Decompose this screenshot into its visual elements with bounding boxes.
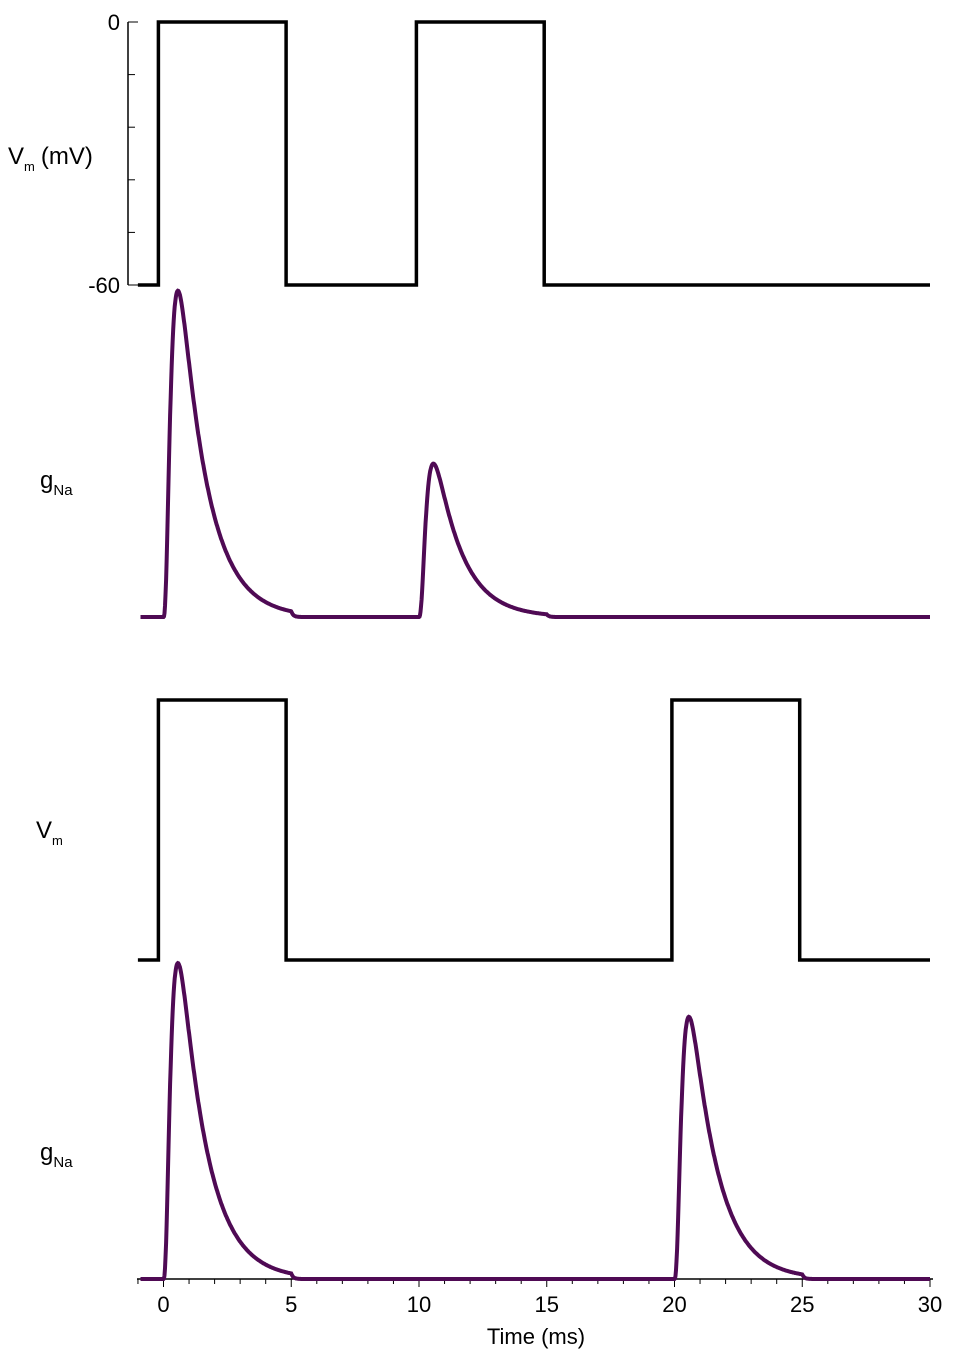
gna-trace-a xyxy=(140,288,930,619)
voltage-step-line-a xyxy=(137,20,930,287)
y-label-sub: m xyxy=(24,159,35,174)
y-label-main: g xyxy=(40,467,53,494)
y-label-main: V xyxy=(8,143,24,170)
y-label-sub: Na xyxy=(53,1154,73,1171)
y-label-sub: m xyxy=(52,833,63,848)
y-label-sub: Na xyxy=(53,482,73,499)
x-tick-label: 0 xyxy=(157,1292,169,1317)
voltage-y-minor-ticks xyxy=(128,21,138,286)
x-tick-label: 25 xyxy=(790,1292,814,1317)
gna-y-label-b: gNa xyxy=(40,1139,73,1171)
voltage-y-label-b: Vm xyxy=(36,817,63,848)
x-tick-label: 5 xyxy=(285,1292,297,1317)
x-ticks: 0 5 10 15 20 25 30 xyxy=(137,1279,942,1317)
voltage-y-label: Vm (mV) xyxy=(8,143,93,174)
x-tick-label: 10 xyxy=(407,1292,431,1317)
y-label-main: V xyxy=(36,817,52,844)
y-label-unit: (mV) xyxy=(41,143,93,170)
gna-trace-b xyxy=(140,960,930,1281)
panel-b-gna: gNa 0 5 10 15 20 25 30 Time (ms) xyxy=(40,960,942,1349)
voltage-step-line-b xyxy=(137,698,930,962)
x-tick-label: 15 xyxy=(535,1292,559,1317)
panel-b-voltage: Vm xyxy=(36,698,930,962)
x-axis-label: Time (ms) xyxy=(487,1324,585,1349)
y-label-main: g xyxy=(40,1139,53,1166)
panel-a-gna: gNa xyxy=(40,288,930,619)
x-tick-label: 30 xyxy=(918,1292,942,1317)
gna-y-label-a: gNa xyxy=(40,467,73,499)
x-tick-label: 20 xyxy=(662,1292,686,1317)
y-tick-label-0: 0 xyxy=(108,10,120,35)
panel-a-voltage: 0 -60 Vm (mV) xyxy=(8,10,930,298)
y-tick-label-minus60: -60 xyxy=(88,273,120,298)
